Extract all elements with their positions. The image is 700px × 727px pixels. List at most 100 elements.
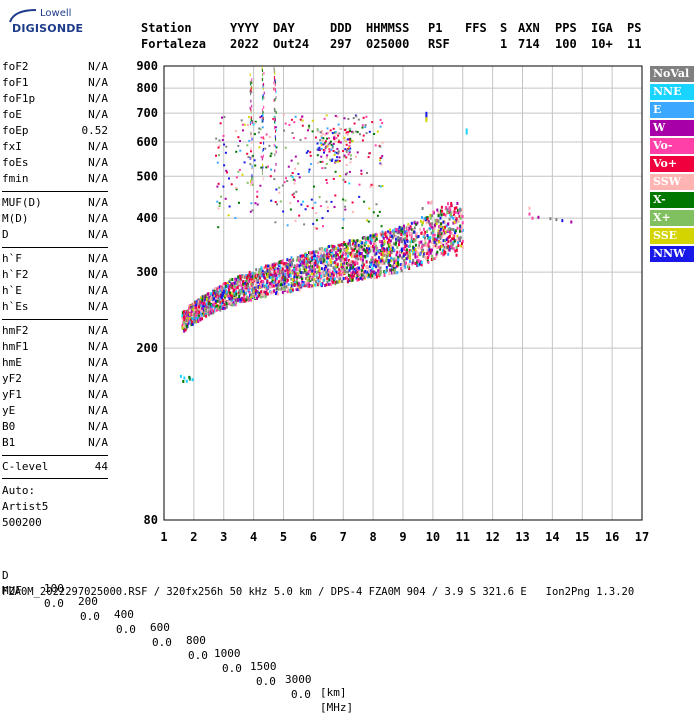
echo-point: [434, 237, 436, 241]
echo-point: [318, 282, 321, 286]
echo-point: [323, 254, 326, 258]
echo-point: [451, 243, 454, 247]
echo-point: [359, 133, 361, 136]
echo-point: [375, 232, 378, 236]
clevel-row: C-level 44: [2, 460, 108, 476]
echo-point: [268, 269, 270, 272]
echo-point: [274, 109, 276, 113]
echo-point: [344, 139, 347, 142]
echo-point: [203, 305, 206, 309]
echo-point: [391, 264, 394, 268]
echo-point: [338, 268, 341, 272]
echo-point: [356, 270, 359, 274]
echo-point: [405, 248, 408, 252]
echo-point: [386, 240, 389, 244]
echo-point: [273, 263, 276, 267]
echo-point: [392, 270, 395, 274]
echo-point: [366, 172, 368, 174]
echo-point: [368, 207, 371, 210]
footer-d-value: 1000: [214, 647, 241, 660]
echo-point: [448, 206, 451, 210]
echo-point: [420, 263, 423, 267]
echo-point: [251, 177, 253, 181]
echo-point: [256, 280, 259, 284]
echo-point: [376, 130, 379, 133]
header-label-s: S: [500, 21, 508, 35]
echo-point: [337, 141, 340, 144]
echo-point: [314, 272, 317, 276]
echo-point: [217, 182, 220, 185]
echo-point: [423, 243, 426, 247]
echo-point: [243, 275, 246, 279]
echo-point: [327, 273, 330, 277]
echo-point: [326, 127, 329, 130]
echo-point: [350, 278, 353, 282]
echo-point: [304, 264, 307, 268]
echo-point: [429, 251, 432, 255]
echo-point: [290, 269, 293, 273]
echo-point: [427, 256, 430, 260]
echo-point: [290, 282, 293, 285]
logo-main-text: DIGISONDE: [12, 22, 84, 35]
echo-point: [289, 271, 292, 275]
echo-point: [234, 303, 237, 307]
echo-point: [242, 298, 245, 302]
echo-point: [262, 270, 264, 274]
param-value: N/A: [88, 228, 108, 241]
header-value-axn: 714: [518, 37, 540, 51]
echo-point: [345, 156, 348, 159]
echo-point: [395, 234, 397, 238]
echo-point: [257, 131, 260, 134]
echo-point: [320, 251, 323, 255]
echo-point: [279, 200, 282, 203]
echo-point: [298, 288, 301, 292]
echo-point: [407, 254, 410, 258]
echo-point: [408, 249, 411, 253]
echo-point: [243, 295, 246, 299]
echo-point: [192, 305, 195, 309]
echo-point: [388, 240, 390, 244]
echo-point: [365, 115, 368, 118]
echo-point: [271, 284, 274, 288]
param-value: N/A: [88, 388, 108, 401]
echo-point: [308, 126, 310, 129]
echo-point: [331, 146, 334, 149]
echo-point: [457, 219, 460, 223]
echo-point: [277, 267, 280, 271]
echo-point: [374, 260, 377, 264]
echo-point: [262, 96, 264, 100]
echo-point: [301, 264, 304, 268]
echo-point: [361, 241, 364, 245]
echo-point: [311, 257, 314, 261]
echo-point: [188, 320, 191, 324]
echo-point: [315, 280, 317, 284]
echo-point: [228, 205, 231, 208]
echo-point: [391, 246, 394, 250]
echo-point: [284, 146, 287, 149]
echo-point: [406, 226, 409, 230]
footer-muf-value: 0.0: [116, 623, 136, 636]
echo-point: [224, 282, 227, 285]
echo-point: [314, 227, 317, 230]
echo-point: [309, 154, 312, 157]
echo-point: [290, 256, 293, 260]
echo-point: [296, 275, 298, 279]
echo-point: [335, 258, 338, 261]
echo-point: [305, 273, 308, 277]
echo-point: [345, 149, 348, 151]
echo-point: [436, 246, 438, 250]
x-tick-label: 7: [340, 530, 347, 544]
echo-point: [260, 166, 263, 169]
echo-point: [240, 284, 243, 288]
echo-point: [326, 280, 329, 284]
echo-point: [214, 287, 217, 290]
echo-point: [198, 305, 200, 309]
echo-point: [423, 217, 426, 220]
echo-point: [236, 285, 239, 289]
echo-point: [369, 241, 372, 245]
echo-point: [269, 285, 272, 289]
echo-point: [357, 257, 360, 261]
echo-point: [401, 263, 404, 267]
echo-point: [561, 219, 564, 223]
echo-point: [302, 271, 305, 275]
